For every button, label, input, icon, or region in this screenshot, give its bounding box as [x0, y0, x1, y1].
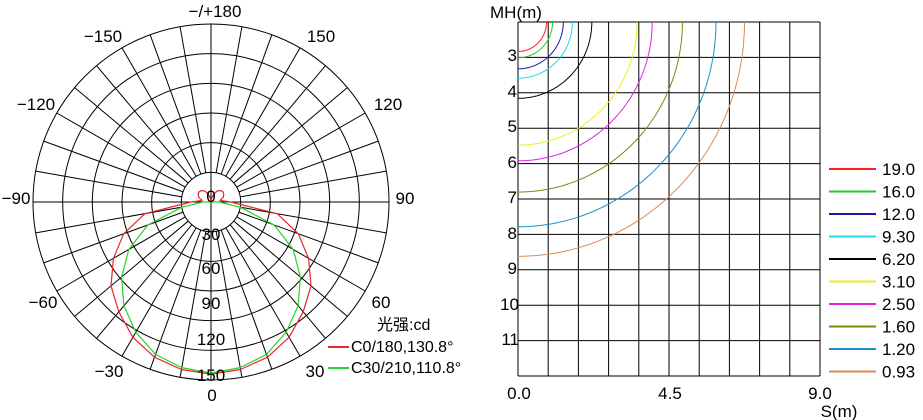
polar-spoke [229, 65, 326, 180]
y-tick-11: 11 [501, 330, 519, 349]
angle-label-0: 0 [207, 386, 216, 405]
x-tick-9: 9.0 [808, 384, 832, 403]
isolux-series-9 [518, 22, 745, 257]
angle-label-minus30: −30 [95, 362, 124, 381]
angle-label-minus150: −150 [84, 27, 122, 46]
polar-spoke [96, 65, 193, 180]
radial-label-90: 90 [202, 294, 221, 313]
polar-spoke [35, 206, 182, 234]
polar-spoke [179, 26, 207, 173]
angle-label-90: 90 [396, 189, 415, 208]
y-axis-title: MH(m) [490, 3, 542, 22]
polar-spoke [238, 140, 379, 193]
y-tick-9: 9 [508, 259, 517, 278]
isolux-curves [518, 22, 745, 257]
radial-label-150: 150 [197, 366, 225, 385]
polar-spoke [229, 224, 326, 339]
angle-label-minus90: −90 [2, 189, 31, 208]
polar-spoke [43, 140, 184, 193]
legend-label-c0: C0/180,130.8° [351, 339, 453, 356]
legend-label-c30: C30/210,110.8° [351, 360, 461, 377]
isolux-chart: MH(m) 3 4 5 6 7 8 9 10 11 0.0 4.5 9.0 S(… [490, 3, 915, 420]
polar-spoke [43, 211, 184, 264]
legend-label-5: 3.10 [882, 273, 915, 292]
polar-spoke [220, 229, 273, 370]
polar-spoke [149, 34, 202, 175]
unit-label: 光强:cd [377, 316, 430, 334]
isolux-series-0 [518, 22, 547, 52]
isolux-series-1 [518, 22, 554, 59]
polar-series-1 [121, 201, 301, 374]
legend-label-6: 2.50 [882, 295, 915, 314]
polar-spoke [240, 206, 387, 234]
radial-label-30: 30 [202, 225, 221, 244]
polar-spoke [56, 112, 186, 188]
polar-spoke [215, 231, 243, 378]
legend-label-3: 9.30 [882, 228, 915, 247]
angle-label-30: 30 [306, 362, 325, 381]
y-tick-4: 4 [508, 82, 517, 101]
polar-spoke [236, 112, 366, 188]
radial-label-0: 0 [206, 187, 215, 206]
isolux-series-4 [518, 22, 593, 99]
angle-label-120: 120 [374, 95, 402, 114]
isolux-series-6 [518, 22, 653, 162]
polar-spoke [121, 47, 197, 177]
isolux-series-3 [518, 22, 573, 79]
angle-label-150: 150 [307, 27, 335, 46]
polar-spoke [149, 229, 202, 370]
angle-label-minus60: −60 [29, 293, 58, 312]
polar-spoke [240, 170, 387, 198]
angle-label-180: −/+180 [189, 2, 242, 21]
polar-spoke [56, 216, 186, 292]
polar-curves [110, 190, 312, 375]
isolux-series-5 [518, 22, 638, 146]
x-axis-title: S(m) [821, 402, 858, 420]
polar-spoke [233, 87, 348, 184]
polar-spoke [74, 87, 189, 184]
polar-spoke [236, 216, 366, 292]
isolux-legend: 19.0 16.0 12.0 9.30 6.20 3.10 2.50 1.60 1.20 0.93 [829, 160, 915, 382]
polar-grid [32, 23, 390, 381]
polar-spoke [35, 170, 182, 198]
polar-spoke [225, 47, 301, 177]
polar-spoke [215, 26, 243, 173]
x-tick-4-5: 4.5 [658, 384, 682, 403]
y-tick-10: 10 [500, 295, 519, 314]
isolux-grid [517, 21, 821, 377]
polar-spoke [238, 211, 379, 264]
polar-spoke [96, 224, 193, 339]
polar-spoke [179, 231, 207, 378]
polar-spoke [220, 34, 273, 175]
legend-label-7: 1.60 [882, 318, 915, 337]
polar-spoke [121, 227, 197, 357]
isolux-series-8 [518, 22, 717, 228]
polar-spoke [233, 220, 348, 317]
legend-label-0: 19.0 [882, 160, 915, 179]
radial-label-120: 120 [197, 330, 225, 349]
legend-label-2: 12.0 [882, 205, 915, 224]
y-tick-8: 8 [508, 224, 517, 243]
y-tick-3: 3 [508, 46, 517, 65]
angle-label-60: 60 [372, 293, 391, 312]
legend-label-4: 6.20 [882, 250, 915, 269]
isolux-series-2 [518, 22, 564, 70]
polar-spoke [225, 227, 301, 357]
legend-label-1: 16.0 [882, 183, 915, 202]
y-tick-6: 6 [508, 153, 517, 172]
y-tick-5: 5 [508, 117, 517, 136]
polar-chart: −/+180 −150 150 −120 120 −90 90 −60 60 −… [2, 2, 462, 405]
legend-label-9: 0.93 [882, 363, 915, 382]
x-tick-0: 0.0 [507, 384, 531, 403]
angle-label-minus120: −120 [17, 95, 55, 114]
y-tick-7: 7 [508, 188, 517, 207]
legend-label-8: 1.20 [882, 340, 915, 359]
radial-label-60: 60 [202, 259, 221, 278]
isolux-series-7 [518, 22, 683, 193]
polar-spoke [74, 220, 189, 317]
